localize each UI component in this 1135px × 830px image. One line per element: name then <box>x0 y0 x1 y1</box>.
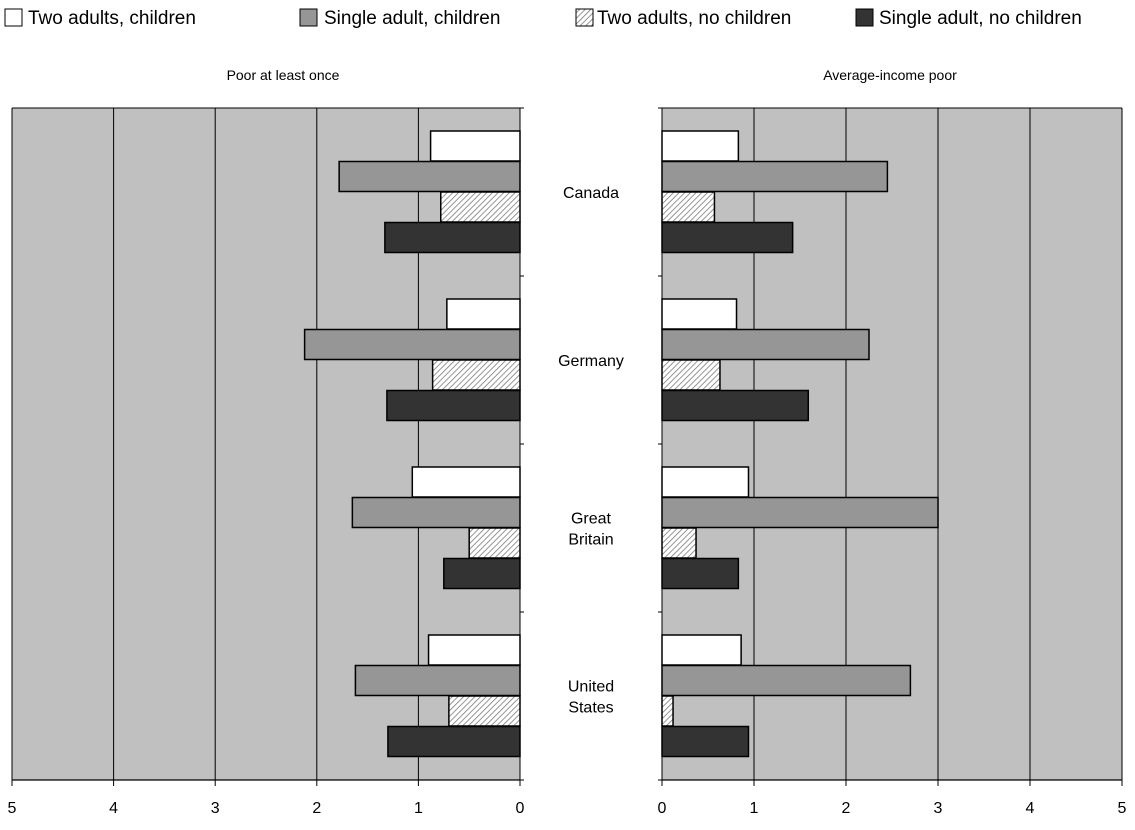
right-panel-title: Average-income poor <box>823 67 957 83</box>
bar-united-states-single-adult-no-children <box>388 727 520 757</box>
bar-canada-two-adults-children <box>431 131 520 161</box>
bar-great-britain-single-adult-no-children <box>662 559 738 589</box>
bar-germany-two-adults-children <box>662 299 737 329</box>
x-tick-label: 3 <box>934 800 943 817</box>
legend-swatch-single-adult-children <box>300 9 317 26</box>
legend-label-single-adult-children: Single adult, children <box>324 8 500 29</box>
legend-swatch-two-adults-no-children <box>576 9 593 26</box>
x-tick-label: 4 <box>109 800 118 817</box>
bar-germany-single-adult-no-children <box>387 391 520 421</box>
category-label-germany: Germany <box>558 353 624 370</box>
x-tick-label: 3 <box>211 800 220 817</box>
category-label-great-britain: Great <box>571 510 612 527</box>
category-labels: Canada Germany Great Britain United States <box>558 185 624 717</box>
bar-united-states-two-adults-children <box>662 635 741 665</box>
bar-great-britain-single-adult-no-children <box>444 559 520 589</box>
bar-canada-single-adult-no-children <box>385 223 520 253</box>
bar-great-britain-two-adults-no-children <box>662 528 696 558</box>
bar-great-britain-two-adults-no-children <box>469 528 520 558</box>
legend-label-two-adults-children: Two adults, children <box>28 8 196 29</box>
bar-canada-two-adults-no-children <box>441 192 520 222</box>
bar-canada-single-adult-children <box>662 162 887 192</box>
x-tick-label: 2 <box>312 800 321 817</box>
left-panel-plot: 5 4 3 2 1 0 <box>8 108 525 817</box>
bar-canada-two-adults-children <box>662 131 738 161</box>
category-label-united-states: States <box>568 699 613 716</box>
bar-canada-two-adults-no-children <box>662 192 714 222</box>
bar-germany-single-adult-children <box>662 330 869 360</box>
x-tick-label: 0 <box>516 800 525 817</box>
x-tick-label: 0 <box>658 800 667 817</box>
bar-canada-single-adult-no-children <box>662 223 793 253</box>
right-panel-plot: 0 1 2 3 4 5 <box>658 108 1127 817</box>
bar-germany-single-adult-no-children <box>662 391 808 421</box>
x-tick-label: 2 <box>842 800 851 817</box>
bar-united-states-single-adult-children <box>355 666 520 696</box>
bar-united-states-two-adults-children <box>429 635 520 665</box>
bar-united-states-two-adults-no-children <box>449 696 520 726</box>
category-label-great-britain: Britain <box>568 531 613 548</box>
chart-legend: Two adults, children Single adult, childr… <box>5 8 1082 29</box>
x-tick-label: 4 <box>1026 800 1035 817</box>
x-tick-label: 1 <box>750 800 759 817</box>
bar-germany-two-adults-children <box>447 299 520 329</box>
bar-canada-single-adult-children <box>339 162 520 192</box>
category-label-united-states: United <box>568 678 614 695</box>
bar-great-britain-two-adults-children <box>412 467 520 497</box>
x-tick-label: 5 <box>8 800 17 817</box>
legend-swatch-single-adult-no-children <box>856 9 873 26</box>
x-tick-label: 5 <box>1118 800 1127 817</box>
bar-germany-single-adult-children <box>305 330 520 360</box>
legend-label-two-adults-no-children: Two adults, no children <box>597 8 791 29</box>
bar-great-britain-single-adult-children <box>352 498 520 528</box>
category-label-canada: Canada <box>563 185 619 202</box>
bar-united-states-single-adult-children <box>662 666 910 696</box>
left-panel-title: Poor at least once <box>227 67 340 83</box>
legend-swatch-two-adults-children <box>5 9 22 26</box>
x-tick-label: 1 <box>414 800 423 817</box>
bar-great-britain-two-adults-children <box>662 467 748 497</box>
bar-united-states-single-adult-no-children <box>662 727 748 757</box>
bar-united-states-two-adults-no-children <box>662 696 673 726</box>
legend-label-single-adult-no-children: Single adult, no children <box>879 8 1082 29</box>
bar-germany-two-adults-no-children <box>433 360 520 390</box>
bar-germany-two-adults-no-children <box>662 360 720 390</box>
bar-great-britain-single-adult-children <box>662 498 938 528</box>
